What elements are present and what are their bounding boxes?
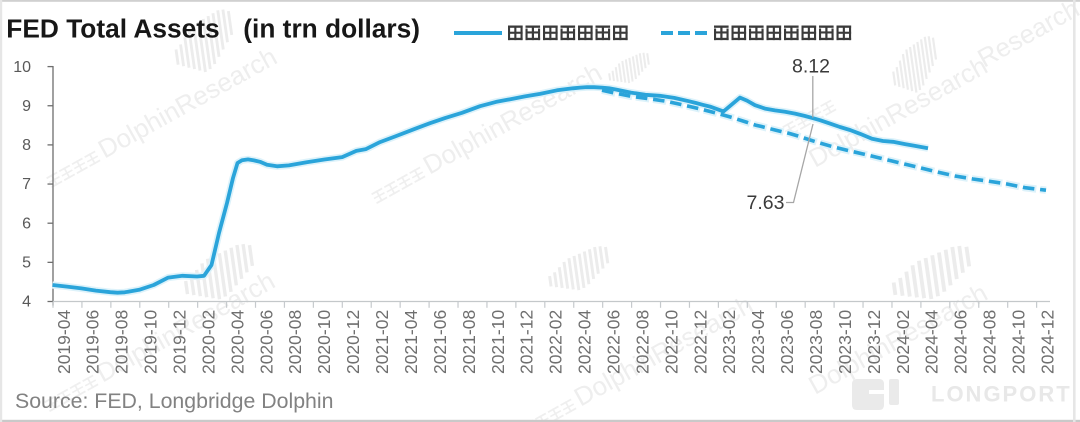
svg-text:6: 6 xyxy=(22,215,31,232)
svg-text:2020-06: 2020-06 xyxy=(256,310,276,374)
svg-text:10: 10 xyxy=(13,59,31,76)
svg-text:2019-08: 2019-08 xyxy=(112,310,132,374)
svg-text:9: 9 xyxy=(22,98,31,115)
svg-text:LONGPORT: LONGPORT xyxy=(931,382,1072,407)
svg-text:2022-12: 2022-12 xyxy=(690,310,710,374)
svg-text:2022-04: 2022-04 xyxy=(575,310,595,374)
svg-text:8.12: 8.12 xyxy=(792,56,830,78)
svg-text:2022-06: 2022-06 xyxy=(603,310,623,374)
svg-text:2022-02: 2022-02 xyxy=(546,310,566,374)
svg-text:2023-10: 2023-10 xyxy=(835,310,855,374)
svg-text:2019-04: 2019-04 xyxy=(54,310,74,374)
svg-text:2023-02: 2023-02 xyxy=(719,310,739,374)
svg-text:Source: FED, Longbridge Dolphi: Source: FED, Longbridge Dolphin xyxy=(15,389,333,413)
svg-text:2024-02: 2024-02 xyxy=(893,310,913,374)
svg-text:2023-12: 2023-12 xyxy=(864,310,884,374)
svg-text:2021-08: 2021-08 xyxy=(459,310,479,374)
svg-text:2024-10: 2024-10 xyxy=(1008,310,1028,374)
svg-text:7.63: 7.63 xyxy=(747,192,785,214)
svg-text:2020-12: 2020-12 xyxy=(343,310,363,374)
svg-text:2024-08: 2024-08 xyxy=(980,310,1000,374)
svg-text:5: 5 xyxy=(22,255,31,272)
svg-text:2020-04: 2020-04 xyxy=(227,310,247,374)
svg-text:2020-10: 2020-10 xyxy=(314,310,334,374)
svg-text:2021-10: 2021-10 xyxy=(488,310,508,374)
svg-text:2024-04: 2024-04 xyxy=(922,310,942,374)
svg-text:2024-06: 2024-06 xyxy=(951,310,971,374)
svg-text:2019-12: 2019-12 xyxy=(170,310,190,374)
svg-text:2022-10: 2022-10 xyxy=(661,310,681,374)
svg-text:2019-10: 2019-10 xyxy=(141,310,161,374)
svg-text:8: 8 xyxy=(22,137,31,154)
svg-text:2021-12: 2021-12 xyxy=(517,310,537,374)
svg-text:2023-06: 2023-06 xyxy=(777,310,797,374)
svg-text:4: 4 xyxy=(22,294,31,311)
svg-text:2024-12: 2024-12 xyxy=(1037,310,1057,374)
svg-text:2023-08: 2023-08 xyxy=(806,310,826,374)
svg-text:2023-04: 2023-04 xyxy=(748,310,768,374)
svg-text:2021-04: 2021-04 xyxy=(401,310,421,374)
svg-text:2022-08: 2022-08 xyxy=(632,310,652,374)
svg-text:2020-08: 2020-08 xyxy=(285,310,305,374)
svg-text:FED Total Assets (in trn dolla: FED Total Assets (in trn dollars) xyxy=(6,13,420,43)
svg-text:7: 7 xyxy=(22,176,31,193)
svg-text:2020-02: 2020-02 xyxy=(198,310,218,374)
svg-text:2019-06: 2019-06 xyxy=(83,310,103,374)
svg-text:Research: Research xyxy=(972,0,1080,73)
svg-text:2021-02: 2021-02 xyxy=(372,310,392,374)
svg-text:2021-06: 2021-06 xyxy=(430,310,450,374)
